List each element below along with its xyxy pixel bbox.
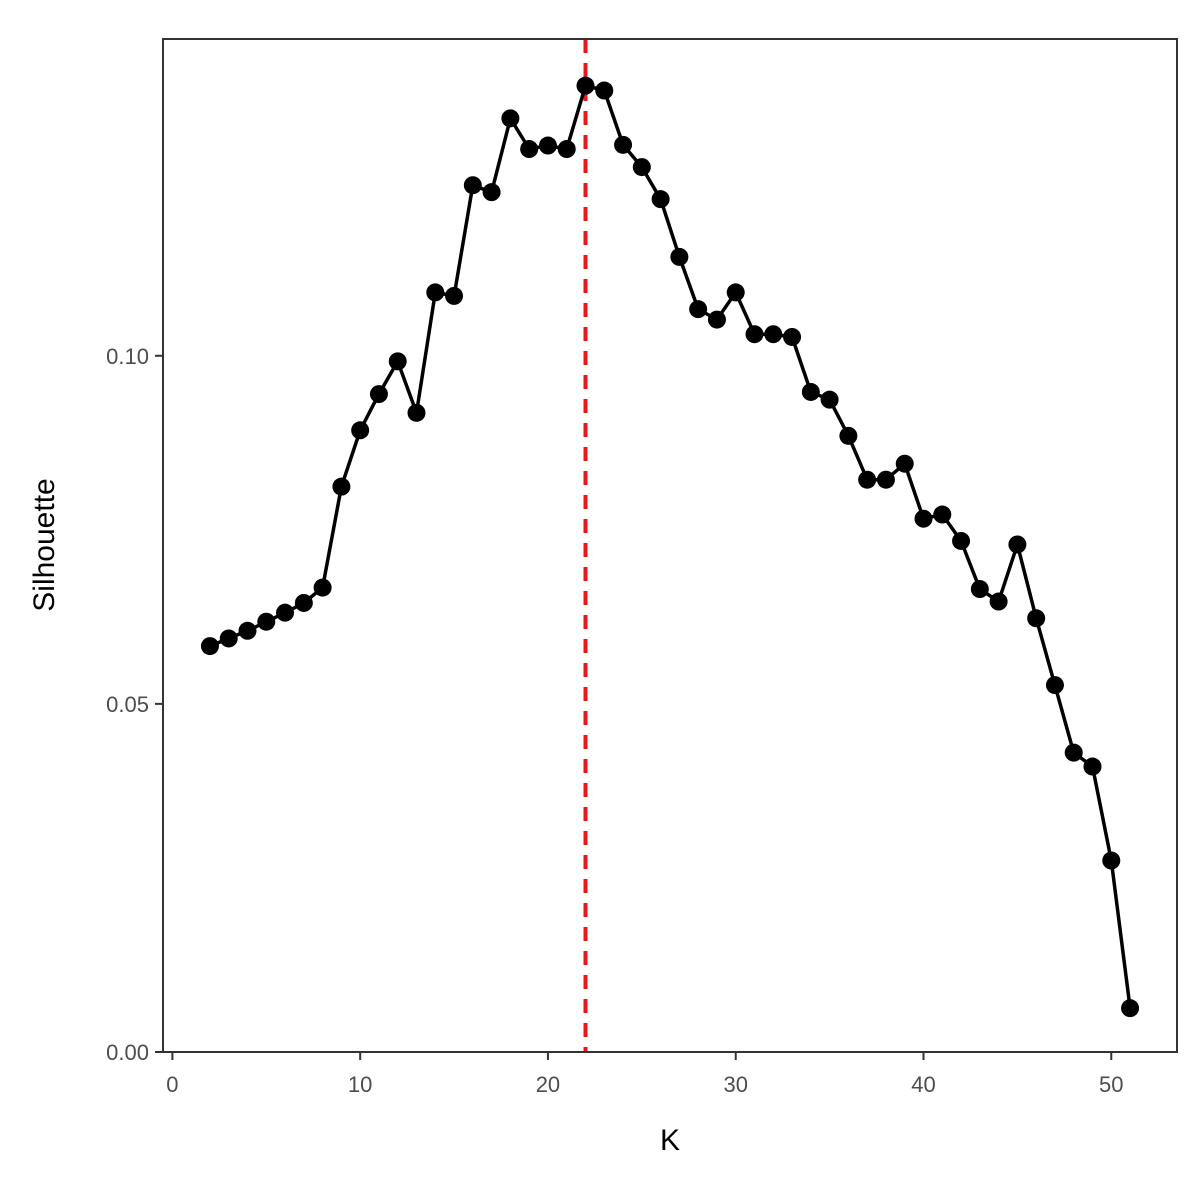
x-tick-label: 10: [348, 1072, 372, 1097]
data-point-k16: [463, 176, 482, 195]
data-point-k3: [219, 629, 238, 648]
data-point-k24: [614, 135, 633, 154]
data-point-k4: [238, 621, 257, 640]
data-point-k30: [726, 283, 745, 302]
data-point-k50: [1102, 851, 1121, 870]
data-point-k23: [595, 81, 614, 100]
data-points-group: [200, 76, 1140, 1018]
data-point-k27: [670, 247, 689, 266]
y-tick-label: 0.05: [106, 692, 149, 717]
data-point-k21: [557, 140, 576, 159]
data-point-k47: [1045, 676, 1064, 695]
x-tick-label: 0: [166, 1072, 178, 1097]
data-point-k34: [801, 382, 820, 401]
data-point-k8: [313, 578, 332, 597]
data-point-k15: [445, 286, 464, 305]
data-point-k31: [745, 325, 764, 344]
data-point-k18: [501, 109, 520, 128]
data-point-k11: [369, 385, 388, 404]
data-point-k46: [1027, 609, 1046, 628]
data-point-k39: [895, 454, 914, 473]
data-point-k29: [707, 310, 726, 329]
data-point-k13: [407, 403, 426, 422]
data-point-k45: [1008, 535, 1027, 554]
data-point-k43: [970, 580, 989, 599]
x-tick-label: 40: [911, 1072, 935, 1097]
x-tick-label: 50: [1099, 1072, 1123, 1097]
data-point-k19: [520, 140, 539, 159]
data-point-k36: [839, 426, 858, 445]
x-axis-title: K: [660, 1124, 680, 1157]
x-tick-label: 20: [536, 1072, 560, 1097]
data-point-k25: [632, 158, 651, 177]
data-point-k14: [426, 283, 445, 302]
data-point-k28: [689, 300, 708, 319]
data-point-k35: [820, 390, 839, 409]
data-point-k44: [989, 592, 1008, 611]
data-point-k32: [764, 325, 783, 344]
data-point-k20: [538, 136, 557, 155]
plot-frame: [162, 38, 1178, 1053]
data-point-k49: [1083, 757, 1102, 776]
data-point-k10: [351, 421, 370, 440]
y-tick-label: 0.00: [106, 1040, 149, 1065]
data-point-k33: [783, 327, 802, 346]
data-point-k37: [858, 470, 877, 489]
data-point-k5: [257, 612, 276, 631]
data-point-k40: [914, 509, 933, 528]
y-tick-label: 0.10: [106, 344, 149, 369]
data-point-k41: [933, 505, 952, 524]
data-point-k7: [294, 593, 313, 612]
x-tick-label: 30: [723, 1072, 747, 1097]
data-point-k22: [576, 76, 595, 95]
data-point-k17: [482, 183, 501, 202]
data-point-k38: [876, 470, 895, 489]
data-point-k12: [388, 352, 407, 371]
data-point-k48: [1064, 743, 1083, 762]
x-axis: 0 10 20 30 40 50: [166, 1052, 1124, 1097]
y-axis: 0.00 0.05 0.10: [106, 344, 163, 1065]
data-point-k51: [1121, 999, 1140, 1018]
data-point-k6: [276, 603, 295, 622]
y-axis-title: Silhouette: [28, 478, 61, 611]
data-point-k2: [200, 637, 219, 656]
data-point-k42: [952, 531, 971, 550]
data-point-k26: [651, 190, 670, 209]
data-point-k9: [332, 477, 351, 496]
